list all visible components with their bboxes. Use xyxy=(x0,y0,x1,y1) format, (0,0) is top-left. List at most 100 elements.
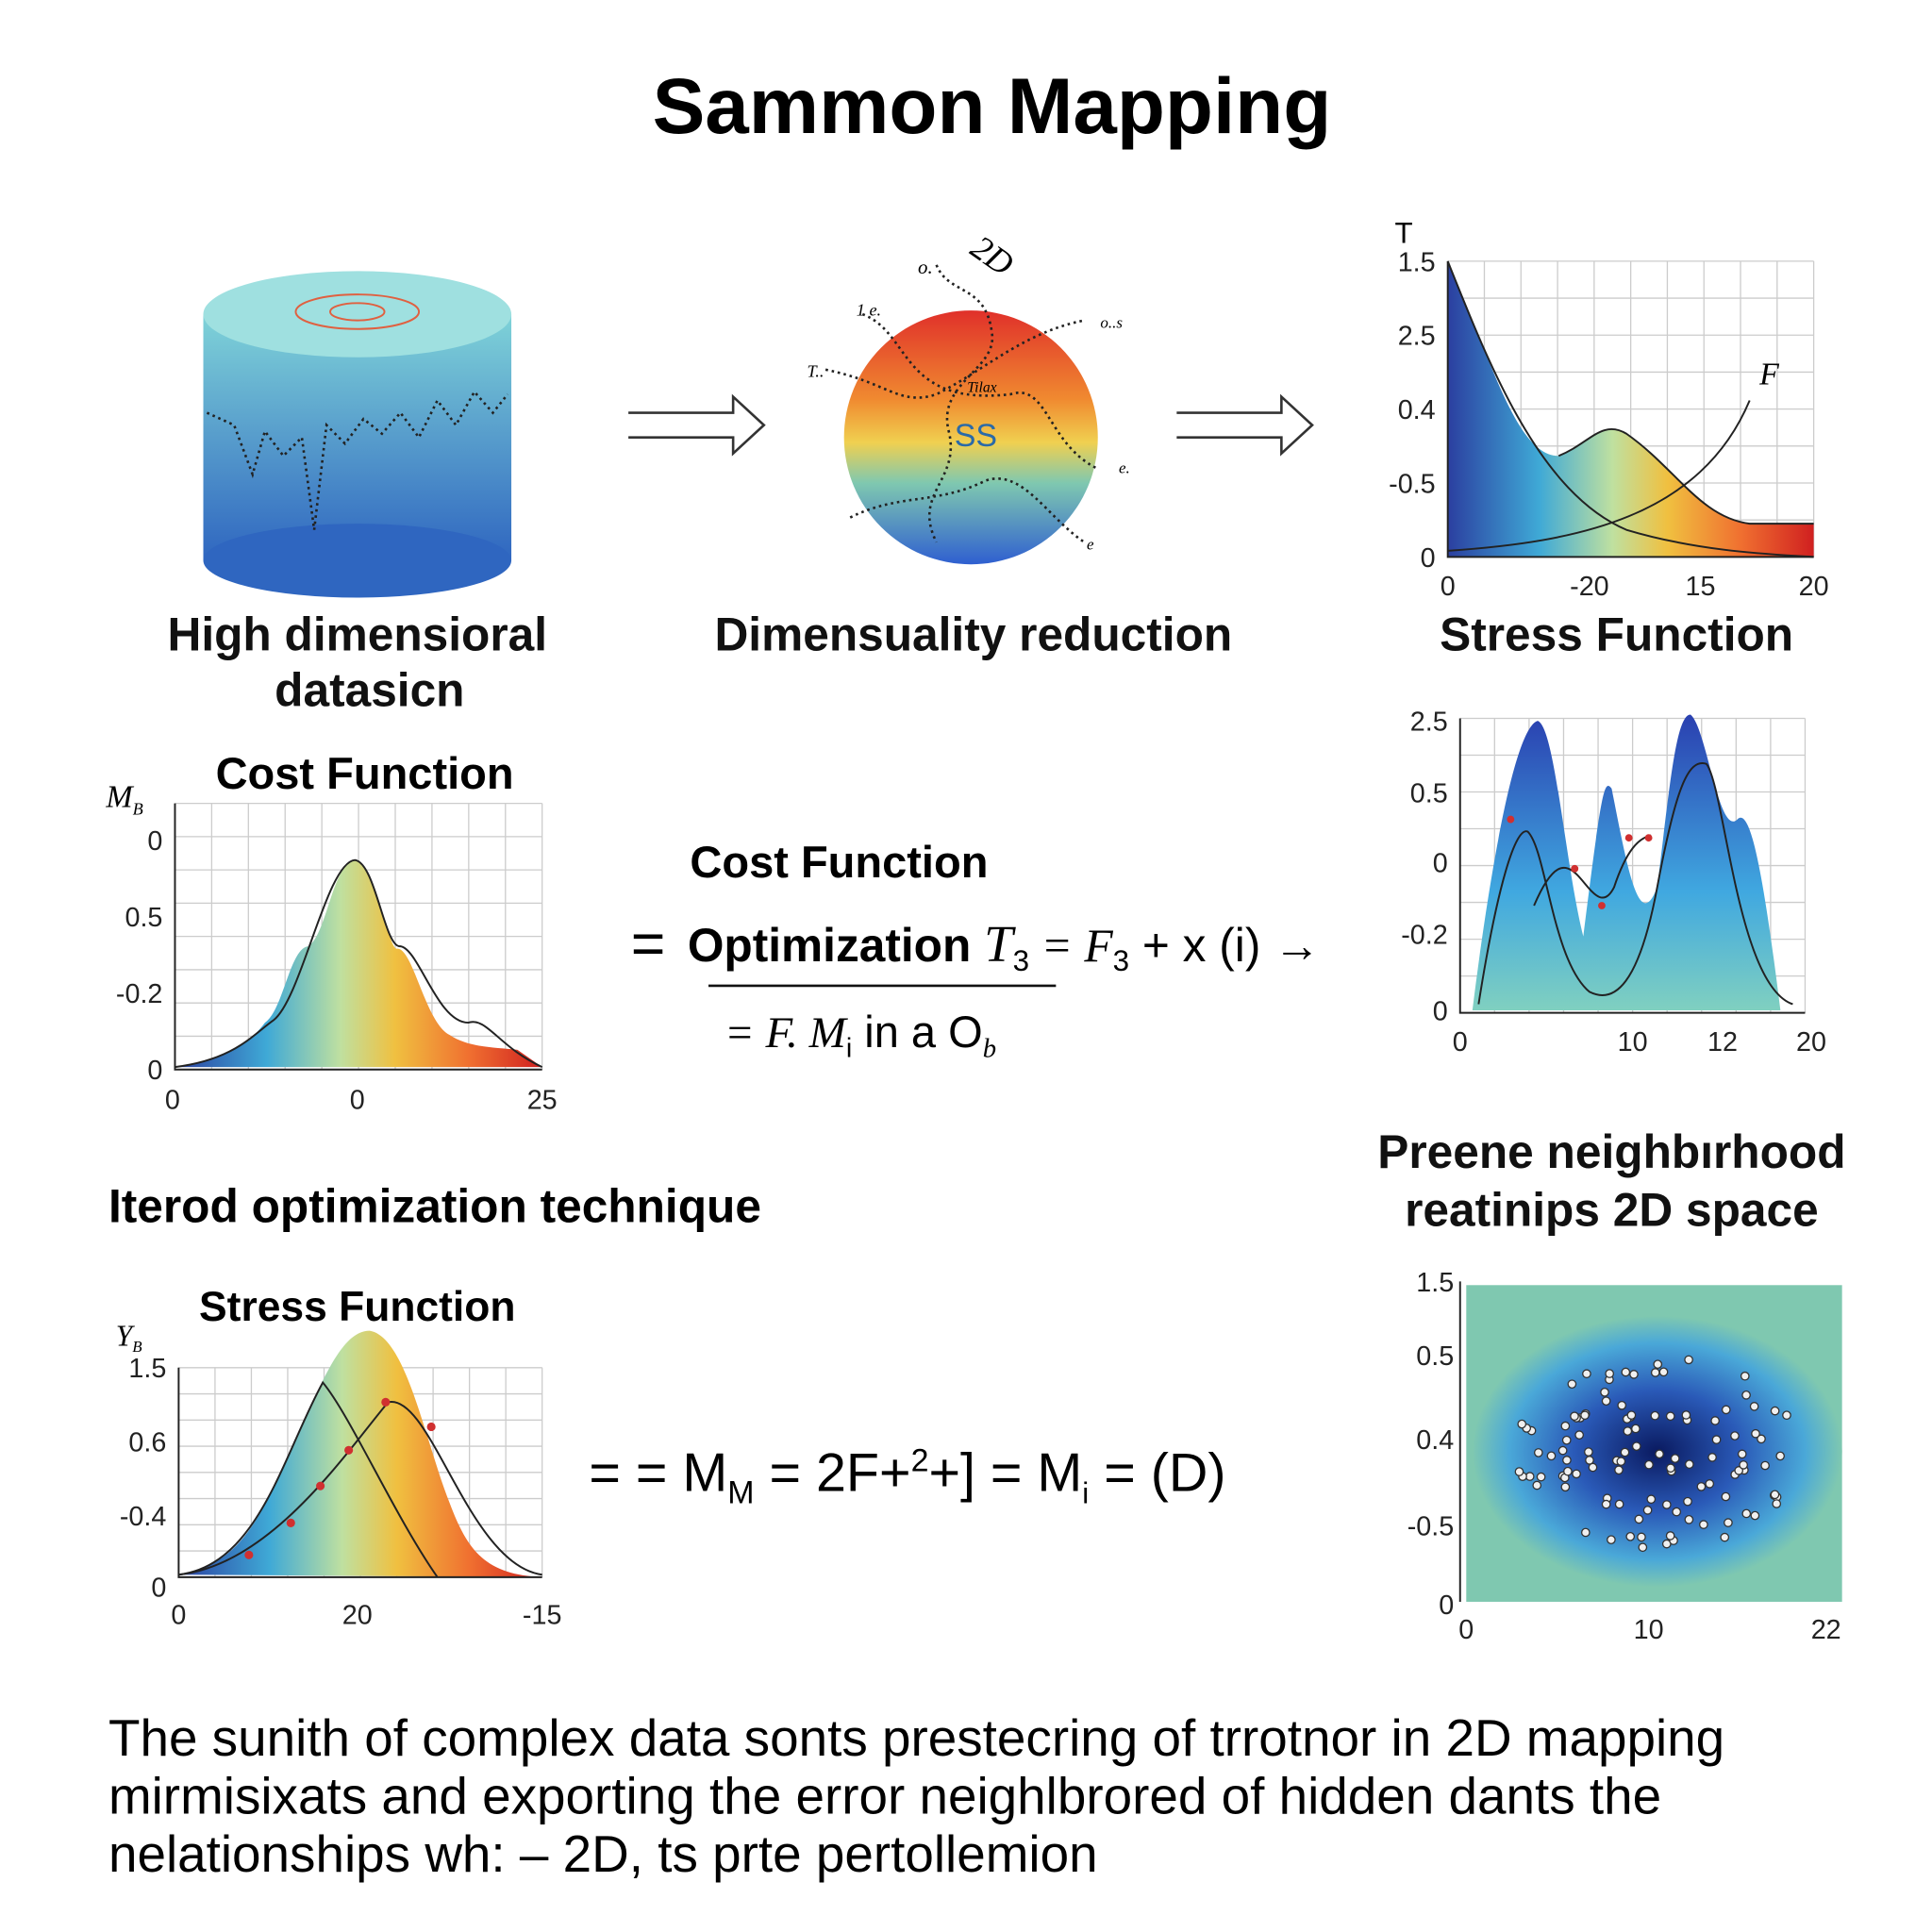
scatter-dot xyxy=(1514,1467,1524,1476)
scatter-dot xyxy=(1623,1426,1633,1436)
scatter-dot xyxy=(1614,1499,1624,1509)
y-tick-label: -0.4 xyxy=(120,1502,167,1532)
scatter-dot xyxy=(1637,1532,1646,1542)
scatter-dot xyxy=(1665,1531,1675,1541)
scatter-dot xyxy=(1666,1463,1675,1474)
sphere-label: e. xyxy=(1119,459,1130,477)
sphere-label: T.. xyxy=(808,362,824,381)
scatter-dot xyxy=(1739,1460,1748,1470)
scatter-dot xyxy=(1696,1482,1707,1491)
scatter-dot xyxy=(1672,1507,1682,1517)
scatter-dot xyxy=(1560,1421,1571,1431)
scatter-dot xyxy=(1582,1369,1591,1379)
caption: nelationships wh: – 2D, ts prte pertolle… xyxy=(108,1824,1098,1883)
scatter-dot xyxy=(1614,1465,1624,1475)
scatter-dot xyxy=(1770,1406,1780,1416)
y-tick-label: 0.5 xyxy=(1410,778,1448,808)
scatter-dot xyxy=(1584,1447,1593,1457)
y-tick-label: 0 xyxy=(147,826,162,857)
scatter-dot xyxy=(1546,1451,1557,1461)
scatter-dot xyxy=(1721,1405,1731,1415)
scatter-dot xyxy=(1721,1491,1731,1502)
axis-label: M xyxy=(105,780,134,815)
multi-peak-chart xyxy=(1458,714,1807,1014)
formula-part: = 2F+ xyxy=(754,1442,910,1503)
formula-line: = F. Mi in a Ob xyxy=(724,1007,996,1063)
scatter-dot xyxy=(1560,1482,1571,1492)
y-tick-label: 0 xyxy=(151,1574,166,1604)
scatter-dot xyxy=(1631,1441,1641,1451)
scatter-dot xyxy=(1737,1449,1747,1459)
scatter-dot xyxy=(1574,1430,1584,1440)
axis-label: MB xyxy=(105,780,142,819)
scatter-dot xyxy=(1741,1391,1751,1400)
formula-part: i xyxy=(846,1034,852,1064)
scatter-dot xyxy=(1642,1506,1653,1515)
sphere-label: o..s xyxy=(1100,313,1123,331)
axis-label: T xyxy=(1395,216,1413,249)
scatter-dot xyxy=(1705,1479,1715,1489)
sphere-label: SS xyxy=(955,418,997,454)
scatter-dot xyxy=(1607,1535,1616,1545)
formula-part: T xyxy=(984,915,1016,973)
scatter-dot xyxy=(1601,1396,1611,1407)
y-tick-label: 0 xyxy=(1421,543,1436,574)
formula-lead: = xyxy=(631,910,666,976)
y-tick-label: 0 xyxy=(1433,849,1448,879)
scatter-dot xyxy=(1711,1435,1722,1444)
scatter-dot xyxy=(1638,1542,1648,1553)
scatter-dot xyxy=(1707,1453,1717,1462)
scatter-dot xyxy=(1570,1411,1579,1422)
scatter-dot xyxy=(1650,1410,1660,1421)
y-tick-label: -0.2 xyxy=(1401,920,1448,950)
y-tick-label: 1.5 xyxy=(1416,1268,1454,1298)
formula-heading: Cost Function xyxy=(690,837,988,887)
x-tick-label: -20 xyxy=(1570,572,1609,602)
scatter-dot xyxy=(1625,1531,1636,1541)
scatter-dot xyxy=(1772,1499,1782,1508)
scatter-dot xyxy=(1775,1451,1786,1461)
scatter-dot xyxy=(1681,1410,1691,1420)
scatter-dot xyxy=(1684,1355,1693,1365)
x-tick-label: 22 xyxy=(1811,1615,1841,1645)
step-label: High dimensioral xyxy=(167,608,547,661)
y-tick-label: 1.5 xyxy=(128,1354,166,1384)
scatter-dot xyxy=(1580,1527,1591,1538)
scatter-dot xyxy=(1536,1472,1546,1482)
cost-chart xyxy=(174,802,543,1071)
formula-line: Optimization T3 = F3 + x (i) → xyxy=(688,915,1321,977)
formula-part: 2 xyxy=(911,1443,929,1479)
scatter-dot xyxy=(1750,1510,1760,1521)
y-tick-label: -0.5 xyxy=(1389,469,1436,499)
scatter-dot xyxy=(1646,1494,1657,1505)
formula-part: + x (i) → xyxy=(1129,919,1321,972)
x-tick-label: 20 xyxy=(1799,572,1829,602)
scatter-dot xyxy=(1572,1469,1581,1479)
y-tick-label: 0 xyxy=(1439,1591,1454,1621)
scatter-dot xyxy=(1532,1480,1542,1491)
formula-part: = F. M xyxy=(724,1008,849,1058)
scatter-dot xyxy=(1741,1508,1752,1519)
formula-part: = = M xyxy=(589,1442,727,1503)
scatter-dot xyxy=(1634,1514,1644,1524)
title: Sammon Mapping xyxy=(653,61,1332,150)
y-tick-label: 0 xyxy=(1433,996,1448,1026)
formula-part: M xyxy=(727,1474,754,1510)
formula-part: in a O xyxy=(852,1007,983,1057)
axis-label: Y xyxy=(116,1319,136,1352)
y-tick-label: 0.4 xyxy=(1416,1425,1454,1456)
sphere-label: Tilax xyxy=(967,379,996,395)
x-tick-label: 15 xyxy=(1685,572,1715,602)
sphere-label: o. xyxy=(918,256,933,278)
scatter-dot xyxy=(1757,1434,1766,1444)
scatter-dot xyxy=(1616,1457,1626,1466)
stress-chart-bottom xyxy=(177,1330,543,1578)
x-tick-label: 0 xyxy=(1458,1615,1474,1645)
scatter-dot xyxy=(1650,1368,1660,1377)
x-tick-label: -15 xyxy=(523,1600,562,1630)
axis-sub: B xyxy=(132,1338,142,1356)
caption: The sunith of complex data sonts prestec… xyxy=(108,1708,1724,1767)
section-label: Iterod optimization technique xyxy=(108,1180,761,1233)
x-tick-label: 20 xyxy=(1796,1027,1826,1058)
